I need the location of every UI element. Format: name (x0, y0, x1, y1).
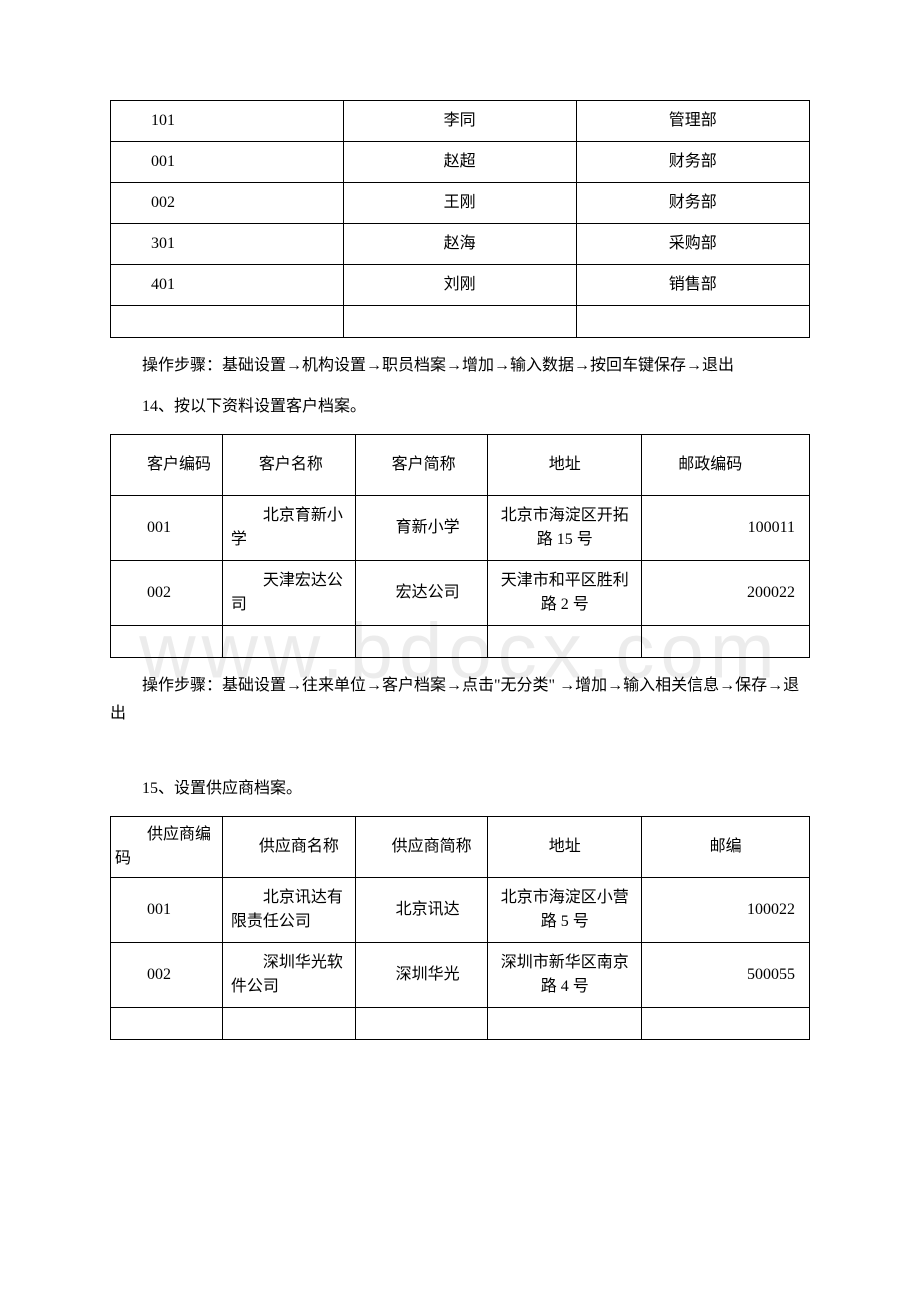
table-header-row: 客户编码 客户名称 客户简称 地址 邮政编码 (111, 435, 810, 496)
table-row: 301 赵海 采购部 (111, 224, 810, 265)
header-short: 供应商简称 (355, 816, 488, 877)
table-row: 001 赵超 财务部 (111, 142, 810, 183)
staff-table: 101 李同 管理部 001 赵超 财务部 002 王刚 财务部 301 赵海 … (110, 100, 810, 338)
cell-short: 北京讯达 (355, 877, 488, 942)
cell-code: 001 (111, 877, 223, 942)
cell-code: 301 (111, 224, 344, 265)
cell-empty (642, 626, 810, 658)
cell-empty (222, 1007, 355, 1039)
cell-address: 深圳市新华区南京路 4 号 (488, 942, 642, 1007)
cell-address: 天津市和平区胜利路 2 号 (488, 561, 642, 626)
cell-code: 101 (111, 101, 344, 142)
table-row: 101 李同 管理部 (111, 101, 810, 142)
cell-zip: 500055 (642, 942, 810, 1007)
cell-code: 002 (111, 183, 344, 224)
cell-name: 深圳华光软件公司 (222, 942, 355, 1007)
cell-dept: 销售部 (576, 265, 809, 306)
table-row: 002 天津宏达公司 宏达公司 天津市和平区胜利路 2 号 200022 (111, 561, 810, 626)
cell-code: 002 (111, 561, 223, 626)
cell-zip: 100011 (642, 496, 810, 561)
cell-empty (488, 626, 642, 658)
cell-code: 401 (111, 265, 344, 306)
cell-short: 深圳华光 (355, 942, 488, 1007)
cell-name: 北京育新小学 (222, 496, 355, 561)
cell-name: 李同 (343, 101, 576, 142)
cell-dept: 财务部 (576, 142, 809, 183)
cell-name: 王刚 (343, 183, 576, 224)
header-name: 客户名称 (222, 435, 355, 496)
table-row: 002 深圳华光软件公司 深圳华光 深圳市新华区南京路 4 号 500055 (111, 942, 810, 1007)
header-code: 供应商编码 (111, 816, 223, 877)
customer-table: 客户编码 客户名称 客户简称 地址 邮政编码 001 北京育新小学 育新小学 北… (110, 434, 810, 658)
table-row: 001 北京讯达有限责任公司 北京讯达 北京市海淀区小营路 5 号 100022 (111, 877, 810, 942)
cell-name: 赵海 (343, 224, 576, 265)
table-row-empty (111, 1007, 810, 1039)
header-address: 地址 (488, 435, 642, 496)
supplier-table: 供应商编码 供应商名称 供应商简称 地址 邮编 001 北京讯达有限责任公司 北… (110, 816, 810, 1040)
cell-zip: 100022 (642, 877, 810, 942)
cell-empty (642, 1007, 810, 1039)
cell-empty (111, 1007, 223, 1039)
paragraph-steps-2: 操作步骤：基础设置→往来单位→客户档案→点击"无分类" →增加→输入相关信息→保… (110, 672, 810, 726)
header-short: 客户简称 (355, 435, 488, 496)
table-row-empty (111, 306, 810, 338)
header-address: 地址 (488, 816, 642, 877)
cell-dept: 管理部 (576, 101, 809, 142)
table-row-empty (111, 626, 810, 658)
cell-code: 001 (111, 142, 344, 183)
cell-address: 北京市海淀区开拓路 15 号 (488, 496, 642, 561)
cell-empty (111, 626, 223, 658)
cell-short: 育新小学 (355, 496, 488, 561)
cell-empty (111, 306, 344, 338)
cell-short: 宏达公司 (355, 561, 488, 626)
cell-name: 天津宏达公司 (222, 561, 355, 626)
cell-name: 赵超 (343, 142, 576, 183)
cell-empty (488, 1007, 642, 1039)
paragraph-steps-1: 操作步骤：基础设置→机构设置→职员档案→增加→输入数据→按回车键保存→退出 (110, 352, 810, 379)
cell-dept: 采购部 (576, 224, 809, 265)
cell-empty (355, 1007, 488, 1039)
cell-name: 刘刚 (343, 265, 576, 306)
heading-15: 15、设置供应商档案。 (110, 775, 810, 802)
table-row: 002 王刚 财务部 (111, 183, 810, 224)
header-name: 供应商名称 (222, 816, 355, 877)
header-zip: 邮政编码 (642, 435, 810, 496)
cell-name: 北京讯达有限责任公司 (222, 877, 355, 942)
table-header-row: 供应商编码 供应商名称 供应商简称 地址 邮编 (111, 816, 810, 877)
cell-empty (343, 306, 576, 338)
cell-address: 北京市海淀区小营路 5 号 (488, 877, 642, 942)
header-zip: 邮编 (642, 816, 810, 877)
heading-14: 14、按以下资料设置客户档案。 (110, 393, 810, 420)
cell-empty (355, 626, 488, 658)
table-row: 001 北京育新小学 育新小学 北京市海淀区开拓路 15 号 100011 (111, 496, 810, 561)
cell-code: 002 (111, 942, 223, 1007)
cell-code: 001 (111, 496, 223, 561)
cell-empty (222, 626, 355, 658)
cell-zip: 200022 (642, 561, 810, 626)
header-code: 客户编码 (111, 435, 223, 496)
cell-empty (576, 306, 809, 338)
table-row: 401 刘刚 销售部 (111, 265, 810, 306)
cell-dept: 财务部 (576, 183, 809, 224)
